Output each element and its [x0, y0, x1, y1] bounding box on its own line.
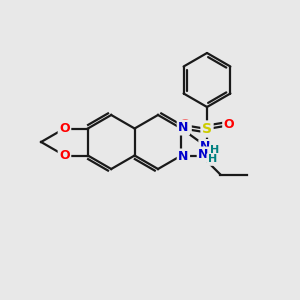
- Text: O: O: [224, 118, 234, 131]
- Text: O: O: [180, 118, 190, 131]
- Text: N: N: [200, 140, 210, 154]
- Text: O: O: [59, 149, 70, 162]
- Text: H: H: [210, 145, 220, 155]
- Text: N: N: [178, 121, 189, 134]
- Text: N: N: [198, 148, 208, 161]
- Text: S: S: [202, 122, 212, 136]
- Text: N: N: [178, 150, 189, 163]
- Text: O: O: [59, 122, 70, 135]
- Text: H: H: [208, 154, 217, 164]
